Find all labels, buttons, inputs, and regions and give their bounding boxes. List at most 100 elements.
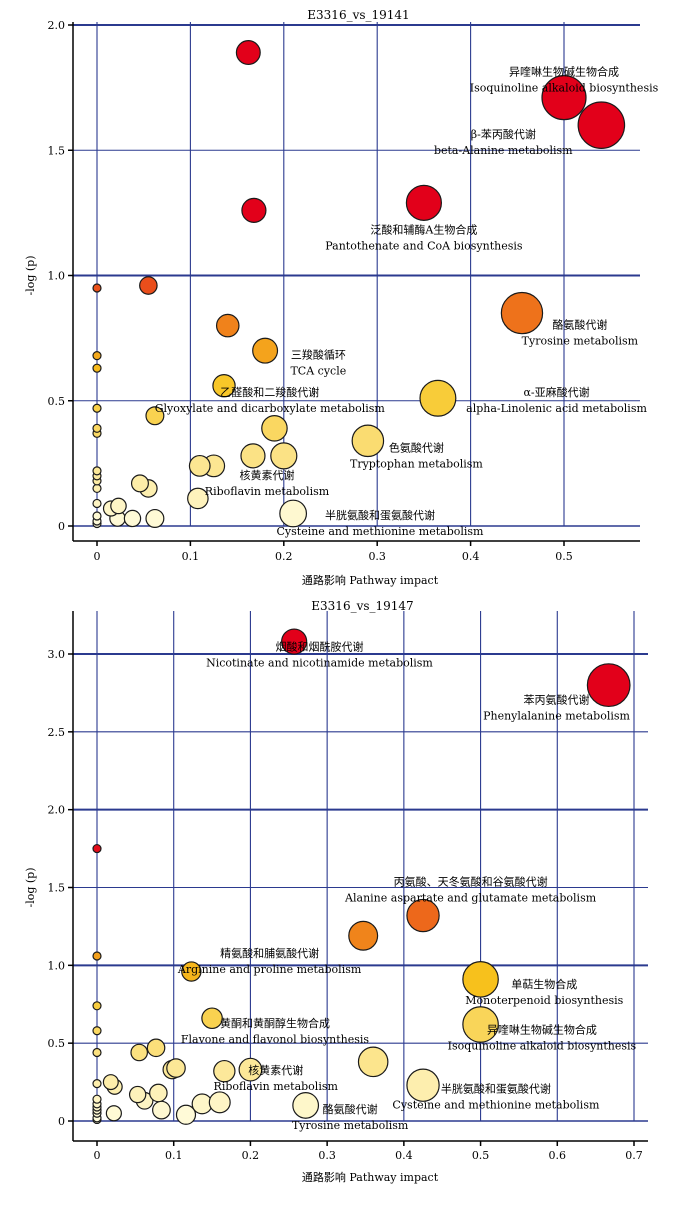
pathway-point xyxy=(281,628,308,655)
pathway-point xyxy=(92,1001,102,1011)
pathway-point xyxy=(92,1047,102,1058)
pathway-point xyxy=(146,1038,166,1058)
y-tick-label: 0 xyxy=(58,520,65,533)
annotation-chinese: β-苯丙酸代谢 xyxy=(471,127,536,141)
y-tick-label: 1.5 xyxy=(48,882,66,895)
annotation-chinese: 异喹啉生物碱生物合成 xyxy=(509,65,619,79)
pathway-point xyxy=(462,961,499,998)
y-tick-label: 0 xyxy=(58,1115,65,1128)
annotation-english: Tyrosine metabolism xyxy=(292,1119,409,1132)
x-tick-label: 0 xyxy=(94,550,101,563)
pathway-point xyxy=(351,424,385,458)
pathway-point xyxy=(92,466,102,476)
pathway-point xyxy=(149,1083,168,1103)
x-axis-label: 通路影响 Pathway impact xyxy=(302,1171,439,1184)
pathway-point xyxy=(92,1079,102,1089)
annotation-english: Riboflavin metabolism xyxy=(205,485,330,498)
annotation-english: Tyrosine metabolism xyxy=(522,335,639,348)
annotation-chinese: 三羧酸循环 xyxy=(291,348,346,362)
annotation-english: Tryptophan metabolism xyxy=(350,457,483,470)
annotation-english: Nicotinate and nicotinamide metabolism xyxy=(206,656,433,669)
pathway-point xyxy=(279,499,308,528)
y-tick-label: 0.5 xyxy=(48,395,66,408)
pathway-point xyxy=(187,487,209,510)
pathway-point xyxy=(105,1105,122,1122)
x-tick-label: 0.2 xyxy=(275,550,293,563)
annotation-chinese: 核黄素代谢 xyxy=(248,1063,303,1077)
pathway-point xyxy=(130,1043,148,1062)
pathway-point xyxy=(181,961,202,982)
annotation-english: Isoquinoline alkaloid biosynthesis xyxy=(470,82,659,95)
pathway-point xyxy=(110,497,127,515)
chart-e3316-vs-19141: 0 0.5 1.0 1.5 2.0 0 0.1 0.2 0.3 0.4 0.5 E3316_vs_19… xyxy=(24,8,659,587)
pathway-point xyxy=(152,1100,171,1120)
x-tick-label: 0.5 xyxy=(555,550,573,563)
annotation-chinese: α-亚麻酸代谢 xyxy=(523,385,589,399)
pathway-point xyxy=(252,337,279,364)
pathway-point xyxy=(145,508,165,528)
x-tick-label: 0.2 xyxy=(242,1149,260,1162)
annotation-chinese: 半胱氨酸和蛋氨酸代谢 xyxy=(325,508,435,522)
pathway-point xyxy=(139,276,158,295)
x-tick-label: 0 xyxy=(94,1149,101,1162)
pathway-point xyxy=(92,951,102,961)
pathway-point xyxy=(577,101,626,150)
pathway-point xyxy=(92,283,102,293)
annotation-english: Flavone and flavonol biosynthesis xyxy=(181,1033,370,1046)
pathway-point xyxy=(92,498,102,509)
pathway-point xyxy=(166,1058,186,1078)
pathway-point xyxy=(406,898,440,933)
pathway-point xyxy=(175,1104,197,1125)
annotation-chinese: 泛酸和辅酶A生物合成 xyxy=(370,222,477,236)
pathway-point xyxy=(240,443,266,469)
pathway-point xyxy=(201,1007,223,1030)
y-tick-label: 2.5 xyxy=(48,726,66,739)
annotation-chinese: 半胱氨酸和蛋氨酸代谢 xyxy=(441,1082,551,1096)
pathway-point xyxy=(123,509,142,528)
pathway-point xyxy=(406,1068,440,1102)
annotation-english: Cysteine and methionine metabolism xyxy=(277,525,485,538)
annotation-chinese: 酪氨酸代谢 xyxy=(552,318,607,332)
pathway-point xyxy=(92,1026,102,1036)
annotation-english: alpha-Linolenic acid metabolism xyxy=(466,402,647,415)
pathway-point xyxy=(128,1085,147,1104)
pathway-point xyxy=(462,1006,499,1043)
chart-title: E3316_vs_19141 xyxy=(307,8,409,22)
annotation-chinese: 核黄素代谢 xyxy=(239,468,294,482)
y-tick-label: 0.5 xyxy=(48,1037,66,1050)
chart-title: E3316_vs_19147 xyxy=(311,599,413,613)
pathway-point xyxy=(292,1092,320,1119)
pathway-point xyxy=(405,184,442,221)
y-axis-label: -log (p) xyxy=(24,867,37,907)
y-tick-label: 1.0 xyxy=(48,270,66,283)
pathway-point xyxy=(586,663,631,708)
pathway-point xyxy=(348,920,379,951)
pathway-point xyxy=(238,1057,263,1082)
annotation-english: Monoterpenoid biosynthesis xyxy=(465,994,623,1007)
x-axis-label: 通路影响 Pathway impact xyxy=(302,574,439,587)
x-tick-label: 0.4 xyxy=(395,1149,413,1162)
pathway-point xyxy=(212,374,236,398)
chart-e3316-vs-19147: 0 0.5 1.0 1.5 2.0 2.5 3.0 0 0.1 0.2 0.3 0.4 0.5 0.6 0.… xyxy=(24,599,648,1184)
pathway-point xyxy=(130,474,149,493)
y-tick-label: 3.0 xyxy=(48,648,66,661)
y-axis-label: -log (p) xyxy=(24,255,37,295)
pathway-point xyxy=(92,351,102,361)
annotation-english: Alanine aspartate and glutamate metaboli… xyxy=(344,892,597,905)
pathway-point xyxy=(270,442,298,470)
annotation-chinese: 单萜生物合成 xyxy=(511,977,577,991)
y-tick-label: 2.0 xyxy=(48,804,66,817)
annotation-english: Pantothenate and CoA biosynthesis xyxy=(325,239,523,252)
annotation-english: Glyoxylate and dicarboxylate metabolism xyxy=(155,402,386,415)
annotation-english: Cysteine and methionine metabolism xyxy=(392,1099,600,1112)
y-tick-label: 1.0 xyxy=(48,959,66,972)
pathway-point xyxy=(419,379,457,417)
x-tick-label: 0.7 xyxy=(625,1149,643,1162)
annotation-english: Arginine and proline metabolism xyxy=(177,963,362,976)
annotation-english: beta-Alanine metabolism xyxy=(434,144,573,157)
annotation-chinese: 黄酮和黄酮醇生物合成 xyxy=(220,1016,330,1030)
pathway-point xyxy=(92,423,102,433)
pathway-point xyxy=(92,843,102,854)
pathway-point xyxy=(102,1074,119,1091)
